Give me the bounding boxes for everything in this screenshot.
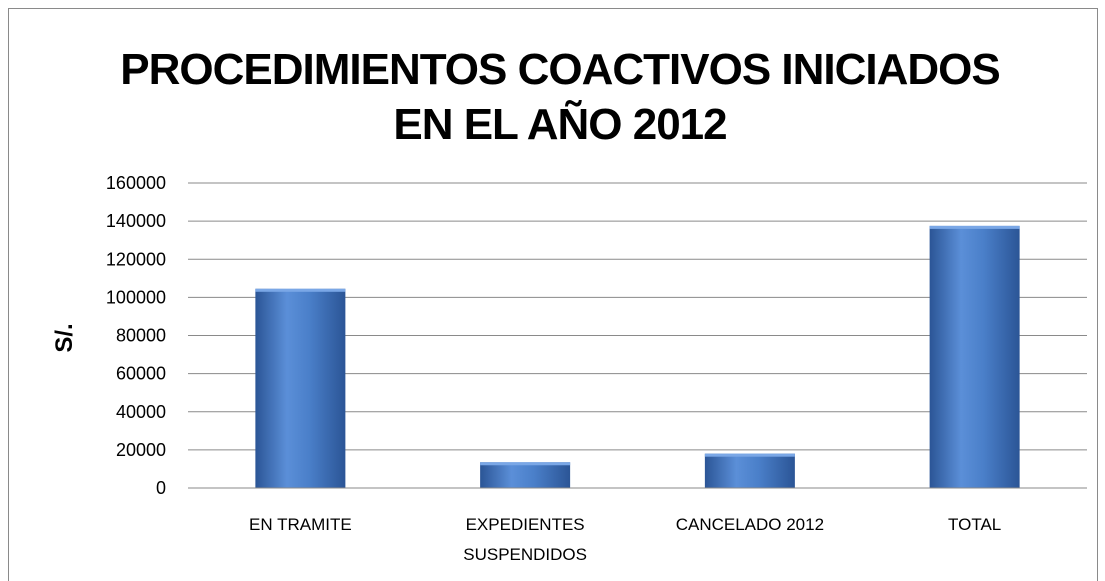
x-tick-label: SUSPENDIDOS [463,545,587,564]
y-tick-label: 80000 [116,326,166,346]
y-tick-label: 160000 [106,173,166,193]
bars [255,225,1020,488]
y-tick-label: 60000 [116,364,166,384]
chart-title-line-2: EN EL AÑO 2012 [393,99,726,149]
x-tick-label: EXPEDIENTES [466,515,585,534]
bar [480,462,571,488]
y-axis-label: S/. [51,323,78,352]
bar-top-highlight [704,453,795,457]
y-tick-label: 20000 [116,440,166,460]
x-tick-label: TOTAL [948,515,1001,534]
y-tick-label: 120000 [106,249,166,269]
x-tick-label: EN TRAMITE [249,515,352,534]
y-axis-ticks: 0 20000 40000 60000 80000 100000 120000 140000 1… [106,173,166,498]
bar-top-highlight [480,462,571,466]
chart-title-line-1: PROCEDIMIENTOS COACTIVOS INICIADOS [120,45,1000,94]
bar [929,225,1020,488]
bar [704,453,795,488]
bar-top-highlight [255,288,346,292]
x-axis-ticks: EN TRAMITE EXPEDIENTES SUSPENDIDOS CANCELAD… [249,515,1001,564]
y-tick-label: 100000 [106,287,166,307]
bar-top-highlight [929,225,1020,229]
chart-title: PROCEDIMIENTOS COACTIVOS INICIADOS EN EL… [120,45,1001,149]
x-tick-label: CANCELADO 2012 [676,515,824,534]
bar [255,288,346,488]
y-tick-label: 0 [156,478,166,498]
y-tick-label: 140000 [106,211,166,231]
y-tick-label: 40000 [116,402,166,422]
